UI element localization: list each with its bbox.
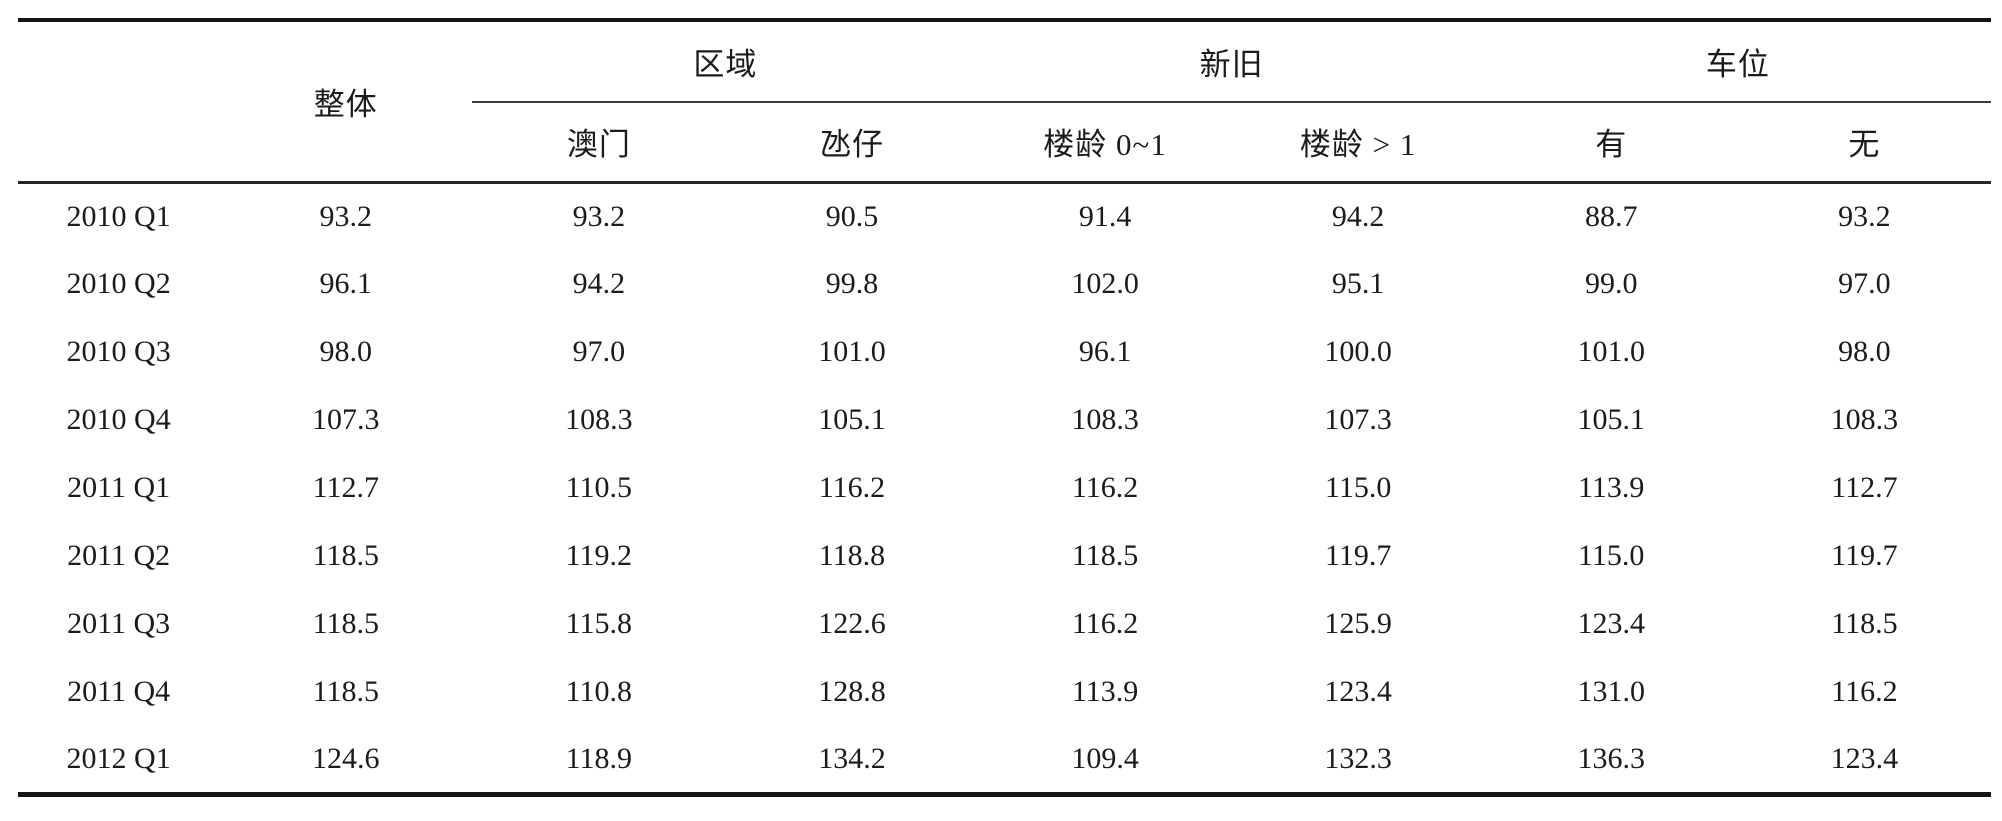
value-cell: 108.3 bbox=[1071, 403, 1139, 436]
price-index-table-container: 整体 区域 新旧 车位 澳门 氹仔 楼龄 0~1 楼龄 > 1 有 无 2010… bbox=[18, 18, 1991, 797]
value-cell: 105.1 bbox=[1577, 403, 1646, 436]
group-header-new-old: 新旧 bbox=[978, 20, 1485, 103]
value-cell: 97.0 bbox=[572, 335, 626, 368]
value-cell: 95.1 bbox=[1331, 267, 1385, 300]
table-row: 2010 Q2 96.1 94.2 99.8 102.0 95.1 99.0 9… bbox=[18, 250, 1991, 318]
value-cell: 134.2 bbox=[818, 741, 886, 775]
value-cell: 116.2 bbox=[1831, 675, 1898, 708]
value-cell: 136.3 bbox=[1577, 741, 1646, 775]
value-cell: 94.2 bbox=[572, 267, 626, 300]
sub-header-parking-yes: 有 bbox=[1484, 102, 1738, 184]
quarter-cell: 2010 Q1 bbox=[66, 199, 171, 233]
sub-header-parking-no: 无 bbox=[1737, 102, 1991, 184]
value-cell: 123.4 bbox=[1324, 675, 1392, 708]
value-cell: 90.5 bbox=[825, 199, 879, 233]
value-cell: 101.0 bbox=[818, 335, 886, 368]
value-cell: 93.2 bbox=[1838, 199, 1891, 233]
table-row: 2011 Q3 118.5 115.8 122.6 116.2 125.9 12… bbox=[18, 590, 1991, 658]
value-cell: 115.0 bbox=[1578, 539, 1645, 572]
value-cell: 118.8 bbox=[818, 539, 886, 572]
quarter-column-header bbox=[18, 20, 220, 184]
group-header-region: 区域 bbox=[472, 20, 979, 103]
group-header-row: 整体 区域 新旧 车位 bbox=[18, 20, 1991, 184]
value-cell: 113.9 bbox=[1071, 675, 1139, 708]
table-row: 2010 Q1 93.2 93.2 90.5 91.4 94.2 88.7 93… bbox=[18, 182, 1991, 250]
table-row: 2012 Q1 124.6 118.9 134.2 109.4 132.3 13… bbox=[18, 726, 1991, 794]
value-cell: 99.8 bbox=[825, 267, 879, 300]
value-cell: 108.3 bbox=[1830, 403, 1899, 436]
value-cell: 100.0 bbox=[1324, 335, 1392, 368]
value-cell: 96.1 bbox=[319, 267, 373, 300]
quarter-cell: 2011 Q3 bbox=[67, 607, 171, 640]
group-header-parking: 车位 bbox=[1484, 20, 1991, 103]
quarter-cell: 2011 Q4 bbox=[67, 675, 171, 708]
value-cell: 118.5 bbox=[312, 607, 379, 640]
value-cell: 116.2 bbox=[818, 471, 886, 504]
table-row: 2011 Q4 118.5 110.8 128.8 113.9 123.4 13… bbox=[18, 658, 1991, 726]
value-cell: 112.7 bbox=[312, 471, 379, 504]
value-cell: 118.5 bbox=[1071, 539, 1139, 572]
value-cell: 119.2 bbox=[565, 539, 633, 572]
table-row: 2010 Q3 98.0 97.0 101.0 96.1 100.0 101.0… bbox=[18, 318, 1991, 386]
value-cell: 88.7 bbox=[1585, 199, 1638, 233]
value-cell: 116.2 bbox=[1071, 471, 1139, 504]
value-cell: 116.2 bbox=[1071, 607, 1139, 640]
value-cell: 118.5 bbox=[312, 539, 379, 572]
table-row: 2011 Q1 112.7 110.5 116.2 116.2 115.0 11… bbox=[18, 454, 1991, 522]
value-cell: 110.8 bbox=[565, 675, 633, 708]
quarter-cell: 2010 Q2 bbox=[66, 267, 171, 300]
value-cell: 123.4 bbox=[1830, 741, 1899, 775]
value-cell: 119.7 bbox=[1831, 539, 1898, 572]
value-cell: 99.0 bbox=[1585, 267, 1638, 300]
value-cell: 118.9 bbox=[565, 741, 633, 775]
sub-header-age-0-1: 楼龄 0~1 bbox=[978, 102, 1232, 184]
value-cell: 98.0 bbox=[319, 335, 373, 368]
quarter-cell: 2010 Q4 bbox=[66, 403, 171, 436]
overall-column-header: 整体 bbox=[219, 20, 473, 184]
value-cell: 125.9 bbox=[1324, 607, 1392, 640]
quarter-cell: 2011 Q2 bbox=[67, 539, 171, 572]
value-cell: 93.2 bbox=[319, 199, 373, 233]
table-row: 2010 Q4 107.3 108.3 105.1 108.3 107.3 10… bbox=[18, 386, 1991, 454]
value-cell: 109.4 bbox=[1071, 741, 1139, 775]
value-cell: 131.0 bbox=[1577, 675, 1646, 708]
value-cell: 119.7 bbox=[1324, 539, 1392, 572]
value-cell: 132.3 bbox=[1324, 741, 1392, 775]
value-cell: 108.3 bbox=[565, 403, 633, 436]
quarter-cell: 2011 Q1 bbox=[67, 471, 171, 504]
value-cell: 107.3 bbox=[312, 403, 380, 436]
value-cell: 94.2 bbox=[1331, 199, 1385, 233]
sub-header-macau: 澳门 bbox=[472, 102, 726, 184]
value-cell: 102.0 bbox=[1071, 267, 1139, 300]
sub-header-taipa: 氹仔 bbox=[725, 102, 979, 184]
value-cell: 113.9 bbox=[1578, 471, 1645, 504]
value-cell: 123.4 bbox=[1577, 607, 1646, 640]
value-cell: 110.5 bbox=[565, 471, 633, 504]
value-cell: 96.1 bbox=[1078, 335, 1132, 368]
table-body: 2010 Q1 93.2 93.2 90.5 91.4 94.2 88.7 93… bbox=[18, 182, 1991, 794]
value-cell: 115.8 bbox=[565, 607, 633, 640]
price-index-table: 整体 区域 新旧 车位 澳门 氹仔 楼龄 0~1 楼龄 > 1 有 无 2010… bbox=[18, 18, 1991, 797]
value-cell: 128.8 bbox=[818, 675, 886, 708]
value-cell: 98.0 bbox=[1838, 335, 1891, 368]
value-cell: 118.5 bbox=[312, 675, 379, 708]
value-cell: 122.6 bbox=[818, 607, 886, 640]
quarter-cell: 2012 Q1 bbox=[66, 741, 171, 775]
value-cell: 107.3 bbox=[1324, 403, 1392, 436]
sub-header-row: 澳门 氹仔 楼龄 0~1 楼龄 > 1 有 无 bbox=[18, 102, 1991, 184]
value-cell: 91.4 bbox=[1078, 199, 1132, 233]
table-row: 2011 Q2 118.5 119.2 118.8 118.5 119.7 11… bbox=[18, 522, 1991, 590]
value-cell: 118.5 bbox=[1831, 607, 1898, 640]
sub-header-age-gt-1: 楼龄 > 1 bbox=[1231, 102, 1485, 184]
value-cell: 105.1 bbox=[818, 403, 886, 436]
quarter-cell: 2010 Q3 bbox=[66, 335, 171, 368]
value-cell: 101.0 bbox=[1577, 335, 1646, 368]
value-cell: 93.2 bbox=[572, 199, 626, 233]
value-cell: 115.0 bbox=[1324, 471, 1392, 504]
value-cell: 124.6 bbox=[312, 741, 380, 775]
value-cell: 97.0 bbox=[1838, 267, 1891, 300]
value-cell: 112.7 bbox=[1831, 471, 1898, 504]
